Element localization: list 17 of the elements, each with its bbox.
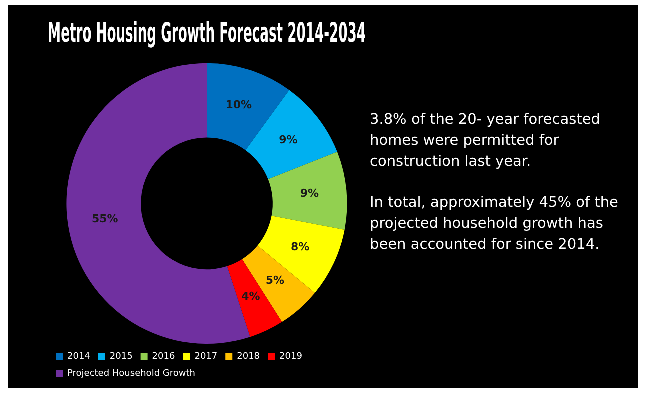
data-label: 10%: [226, 98, 252, 112]
chart-title: Metro Housing Growth Forecast 2014-2034: [48, 18, 366, 50]
legend-label: 2019: [280, 352, 303, 362]
text: In total, approximately 45% of the projected household growth has been accounted for since 2014.: [370, 194, 620, 255]
text: 3.8% of the 20- year forecasted homes were permitted for construction last year.: [370, 111, 602, 172]
data-label: 8%: [290, 240, 310, 254]
legend-label: Projected Household Growth: [68, 368, 196, 379]
legend-label: 2014: [68, 352, 91, 362]
legend-label: 2018: [237, 352, 260, 362]
data-label: 9%: [300, 186, 320, 200]
legend-label: 2017: [194, 352, 218, 362]
data-label: 4%: [242, 290, 260, 303]
legend-label: 2015: [110, 352, 133, 362]
data-label: 55%: [92, 212, 118, 226]
legend-label: 2016: [152, 352, 176, 362]
data-label: 9%: [279, 133, 298, 146]
data-label: 5%: [266, 274, 285, 287]
